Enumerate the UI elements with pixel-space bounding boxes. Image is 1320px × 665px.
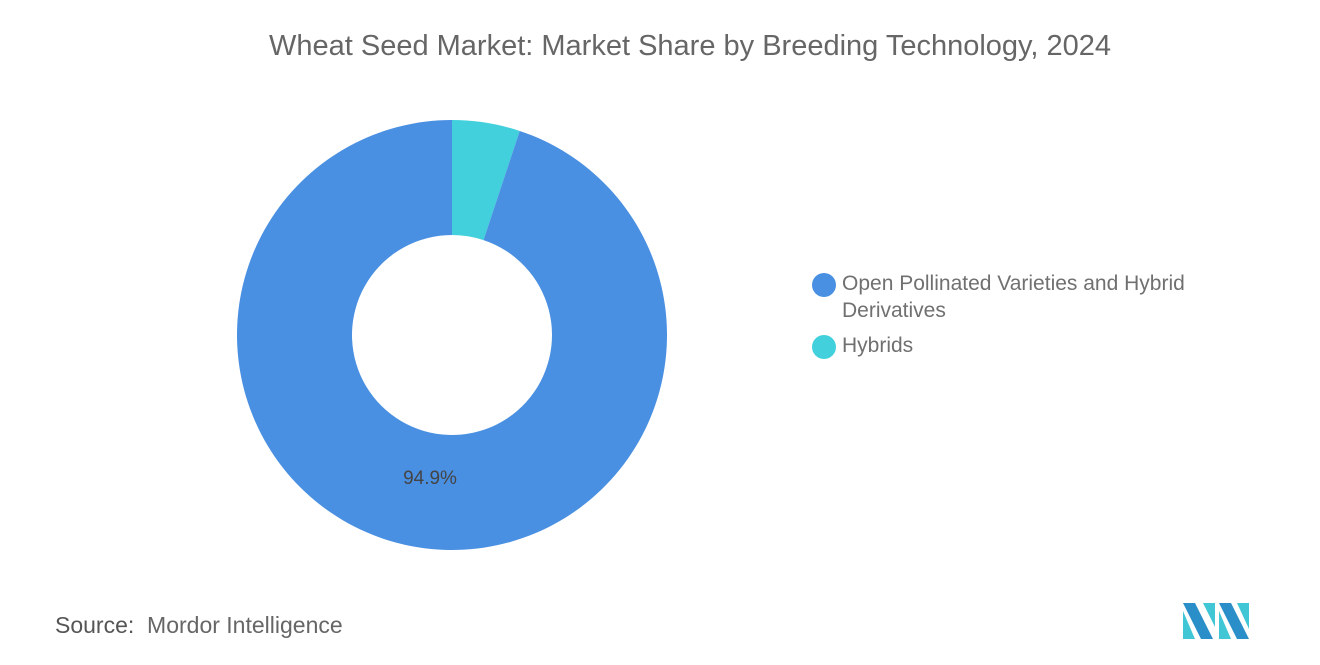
legend-item-hybrids[interactable]: Hybrids — [812, 332, 1232, 359]
legend-label: Open Pollinated Varieties and Hybrid Der… — [842, 272, 1185, 322]
source-label: Source: — [55, 612, 135, 638]
legend: Open Pollinated Varieties and Hybrid Der… — [812, 270, 1232, 367]
legend-swatch — [812, 273, 836, 297]
source-value: Mordor Intelligence — [147, 612, 343, 638]
data-label: 94.9% — [403, 468, 457, 489]
slice-open-pollinated-varieties-and-hybrid-derivatives[interactable] — [237, 120, 667, 551]
legend-swatch — [812, 335, 836, 359]
legend-label: Hybrids — [842, 334, 914, 357]
slice-hybrids[interactable] — [452, 120, 520, 241]
mordor-logo-icon — [1183, 603, 1249, 639]
source-note: Source: Mordor Intelligence — [55, 612, 343, 639]
legend-item-open-pollinated[interactable]: Open Pollinated Varieties and Hybrid Der… — [812, 270, 1232, 324]
chart-title: Wheat Seed Market: Market Share by Breed… — [268, 30, 1112, 62]
